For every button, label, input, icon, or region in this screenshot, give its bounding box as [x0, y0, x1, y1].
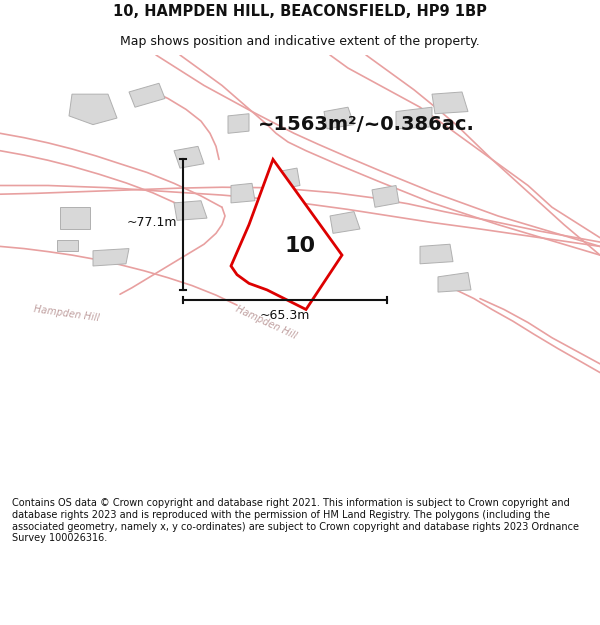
Text: Hampden Hill: Hampden Hill	[234, 304, 298, 341]
Polygon shape	[372, 186, 399, 208]
Text: Contains OS data © Crown copyright and database right 2021. This information is : Contains OS data © Crown copyright and d…	[12, 498, 579, 543]
Polygon shape	[174, 201, 207, 220]
Polygon shape	[69, 94, 117, 124]
Polygon shape	[330, 212, 360, 233]
Polygon shape	[231, 183, 255, 203]
Text: 10, HAMPDEN HILL, BEACONSFIELD, HP9 1BP: 10, HAMPDEN HILL, BEACONSFIELD, HP9 1BP	[113, 4, 487, 19]
Polygon shape	[324, 107, 354, 129]
Polygon shape	[432, 92, 468, 114]
Polygon shape	[174, 146, 204, 168]
Polygon shape	[228, 114, 249, 133]
Text: Map shows position and indicative extent of the property.: Map shows position and indicative extent…	[120, 35, 480, 48]
Polygon shape	[129, 83, 165, 107]
Polygon shape	[231, 159, 342, 309]
Polygon shape	[438, 272, 471, 292]
Text: Hampden Hill: Hampden Hill	[33, 304, 100, 323]
Polygon shape	[273, 168, 300, 190]
Text: ~77.1m: ~77.1m	[127, 216, 177, 229]
Polygon shape	[60, 208, 90, 229]
Text: 10: 10	[284, 236, 316, 256]
Text: ~1563m²/~0.386ac.: ~1563m²/~0.386ac.	[258, 115, 475, 134]
Polygon shape	[57, 240, 78, 251]
Polygon shape	[420, 244, 453, 264]
Polygon shape	[93, 249, 129, 266]
Polygon shape	[396, 107, 432, 129]
Text: ~65.3m: ~65.3m	[260, 309, 310, 322]
